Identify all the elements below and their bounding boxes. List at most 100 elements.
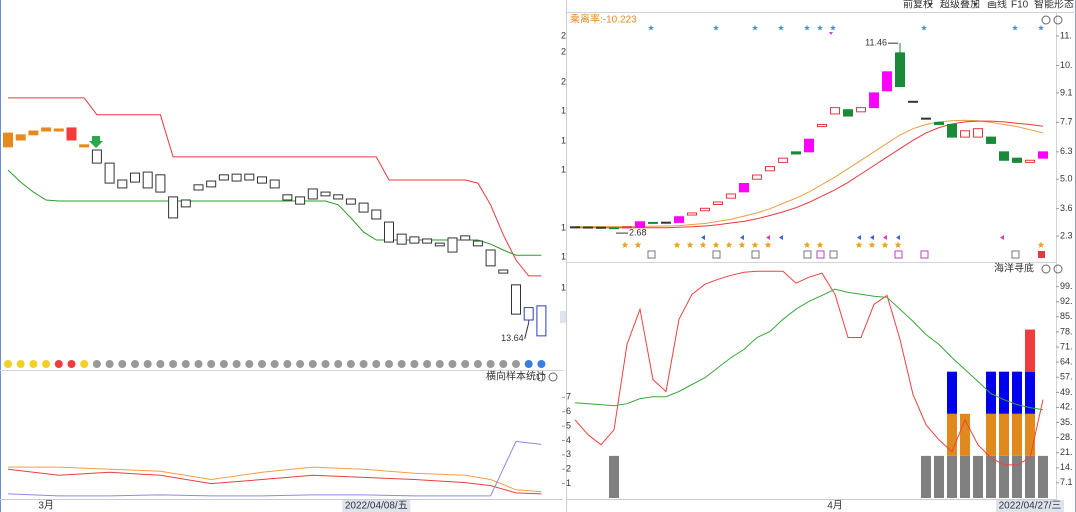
candle-body bbox=[206, 180, 217, 188]
candle-body bbox=[91, 149, 102, 164]
candle-body bbox=[79, 144, 90, 148]
marker-star bbox=[1038, 25, 1044, 31]
y-tick-label: 7.7 bbox=[1060, 117, 1073, 127]
marker-box bbox=[712, 250, 721, 259]
marker-box bbox=[816, 250, 825, 259]
bar-segment bbox=[1038, 455, 1048, 498]
y-tick-label: 11. bbox=[1060, 30, 1072, 40]
candle-body bbox=[843, 109, 853, 117]
help-icon[interactable] bbox=[548, 372, 558, 382]
marker-box bbox=[751, 250, 760, 259]
marker-star bbox=[725, 241, 733, 248]
marker-star bbox=[738, 241, 746, 248]
y-tick-label: 35. bbox=[1060, 417, 1073, 427]
x-tick-label: 2022/04/27/三 bbox=[999, 501, 1062, 512]
candle-body bbox=[130, 172, 140, 183]
marker-flag bbox=[870, 235, 874, 240]
candle-body bbox=[674, 216, 684, 223]
y-tick-label: 5.0 bbox=[1060, 174, 1073, 184]
signal-dot bbox=[42, 360, 51, 368]
candle-body bbox=[908, 100, 918, 103]
candle-body bbox=[41, 127, 52, 132]
toolbar-item[interactable]: 超级叠加 bbox=[940, 0, 980, 11]
y-tick-label: 28. bbox=[1060, 432, 1073, 442]
marker-star bbox=[881, 241, 889, 248]
candle-body bbox=[1012, 157, 1022, 163]
signal-dot bbox=[105, 360, 114, 368]
candle-body bbox=[295, 196, 306, 205]
bar-segment bbox=[960, 455, 970, 498]
candle-body bbox=[384, 221, 394, 243]
candle-body bbox=[895, 52, 905, 88]
candle-body bbox=[536, 305, 547, 337]
candle-body bbox=[817, 123, 827, 128]
bar-segment bbox=[934, 455, 944, 498]
marker-star bbox=[817, 25, 823, 31]
signal-dot bbox=[308, 360, 317, 368]
bar-segment bbox=[986, 413, 996, 456]
candle-body bbox=[739, 182, 749, 193]
toolbar-item[interactable]: 智能形态 bbox=[1034, 0, 1074, 11]
y-tick-label: 92. bbox=[1060, 296, 1073, 306]
marker-flag bbox=[701, 235, 705, 240]
marker-flag bbox=[883, 235, 887, 240]
toolbar-item[interactable]: F10 bbox=[1011, 0, 1029, 11]
signal-dot bbox=[194, 360, 203, 368]
low-price-label: 2.68 bbox=[629, 227, 647, 237]
signal-dot bbox=[4, 360, 12, 368]
marker-star bbox=[673, 241, 681, 248]
settings-icon[interactable] bbox=[1041, 15, 1051, 25]
help-icon[interactable] bbox=[1053, 15, 1063, 25]
bar-segment bbox=[947, 371, 957, 414]
marker-star bbox=[751, 241, 759, 248]
candle-body bbox=[583, 226, 593, 229]
marker-star bbox=[752, 25, 758, 31]
bar-segment bbox=[1012, 371, 1022, 414]
crosshair-date-box bbox=[996, 500, 1064, 512]
signal-dot bbox=[258, 360, 266, 368]
marker-star bbox=[712, 241, 720, 248]
toolbar: 前复权 超级叠加 画线 F10 智能形态 bbox=[903, 0, 1074, 11]
dropdown-arrow bbox=[973, 3, 978, 6]
marker-box bbox=[1038, 251, 1045, 258]
candle-body bbox=[66, 127, 77, 141]
candle-body bbox=[921, 117, 931, 120]
help-icon[interactable] bbox=[1053, 264, 1063, 274]
toolbar-item[interactable]: 前复权 bbox=[903, 0, 933, 11]
axis-label-fragment: 2 bbox=[561, 30, 566, 40]
marker-flag bbox=[857, 235, 861, 240]
candle-body bbox=[726, 193, 736, 199]
candle-body bbox=[472, 240, 483, 247]
candle-body bbox=[3, 132, 13, 148]
marker-star bbox=[764, 241, 772, 248]
crosshair-date-box bbox=[342, 500, 411, 512]
marker-flag bbox=[766, 235, 770, 240]
candle-body bbox=[434, 242, 445, 247]
bar-segment bbox=[947, 455, 957, 498]
signal-dot bbox=[334, 360, 343, 368]
candle-body bbox=[307, 188, 318, 200]
signal-dot bbox=[473, 360, 482, 368]
line-series bbox=[7, 440, 542, 497]
bar-segment bbox=[1025, 329, 1035, 372]
x-tick-label: 2022/04/08/五 bbox=[345, 501, 408, 512]
candle-body bbox=[117, 179, 128, 189]
candle-body bbox=[791, 151, 801, 155]
settings-icon[interactable] bbox=[1041, 264, 1051, 274]
signal-dot bbox=[486, 360, 495, 368]
signal-dot bbox=[143, 360, 152, 368]
candle-body bbox=[498, 269, 509, 274]
candle-body bbox=[934, 121, 944, 125]
signal-dot bbox=[346, 360, 355, 368]
signal-dot bbox=[283, 360, 292, 368]
y-tick-label: 4 bbox=[566, 435, 571, 445]
toolbar-item[interactable]: 画线 bbox=[987, 0, 1007, 11]
y-tick-label: 14. bbox=[1060, 462, 1073, 472]
settings-icon[interactable] bbox=[536, 372, 546, 382]
panel-title: 海洋寻底 bbox=[994, 262, 1034, 275]
signal-dot bbox=[232, 360, 241, 368]
bar-segment bbox=[986, 371, 996, 414]
candle-body bbox=[155, 174, 166, 193]
moving-average-line bbox=[575, 119, 1044, 228]
candle-body bbox=[947, 123, 957, 138]
